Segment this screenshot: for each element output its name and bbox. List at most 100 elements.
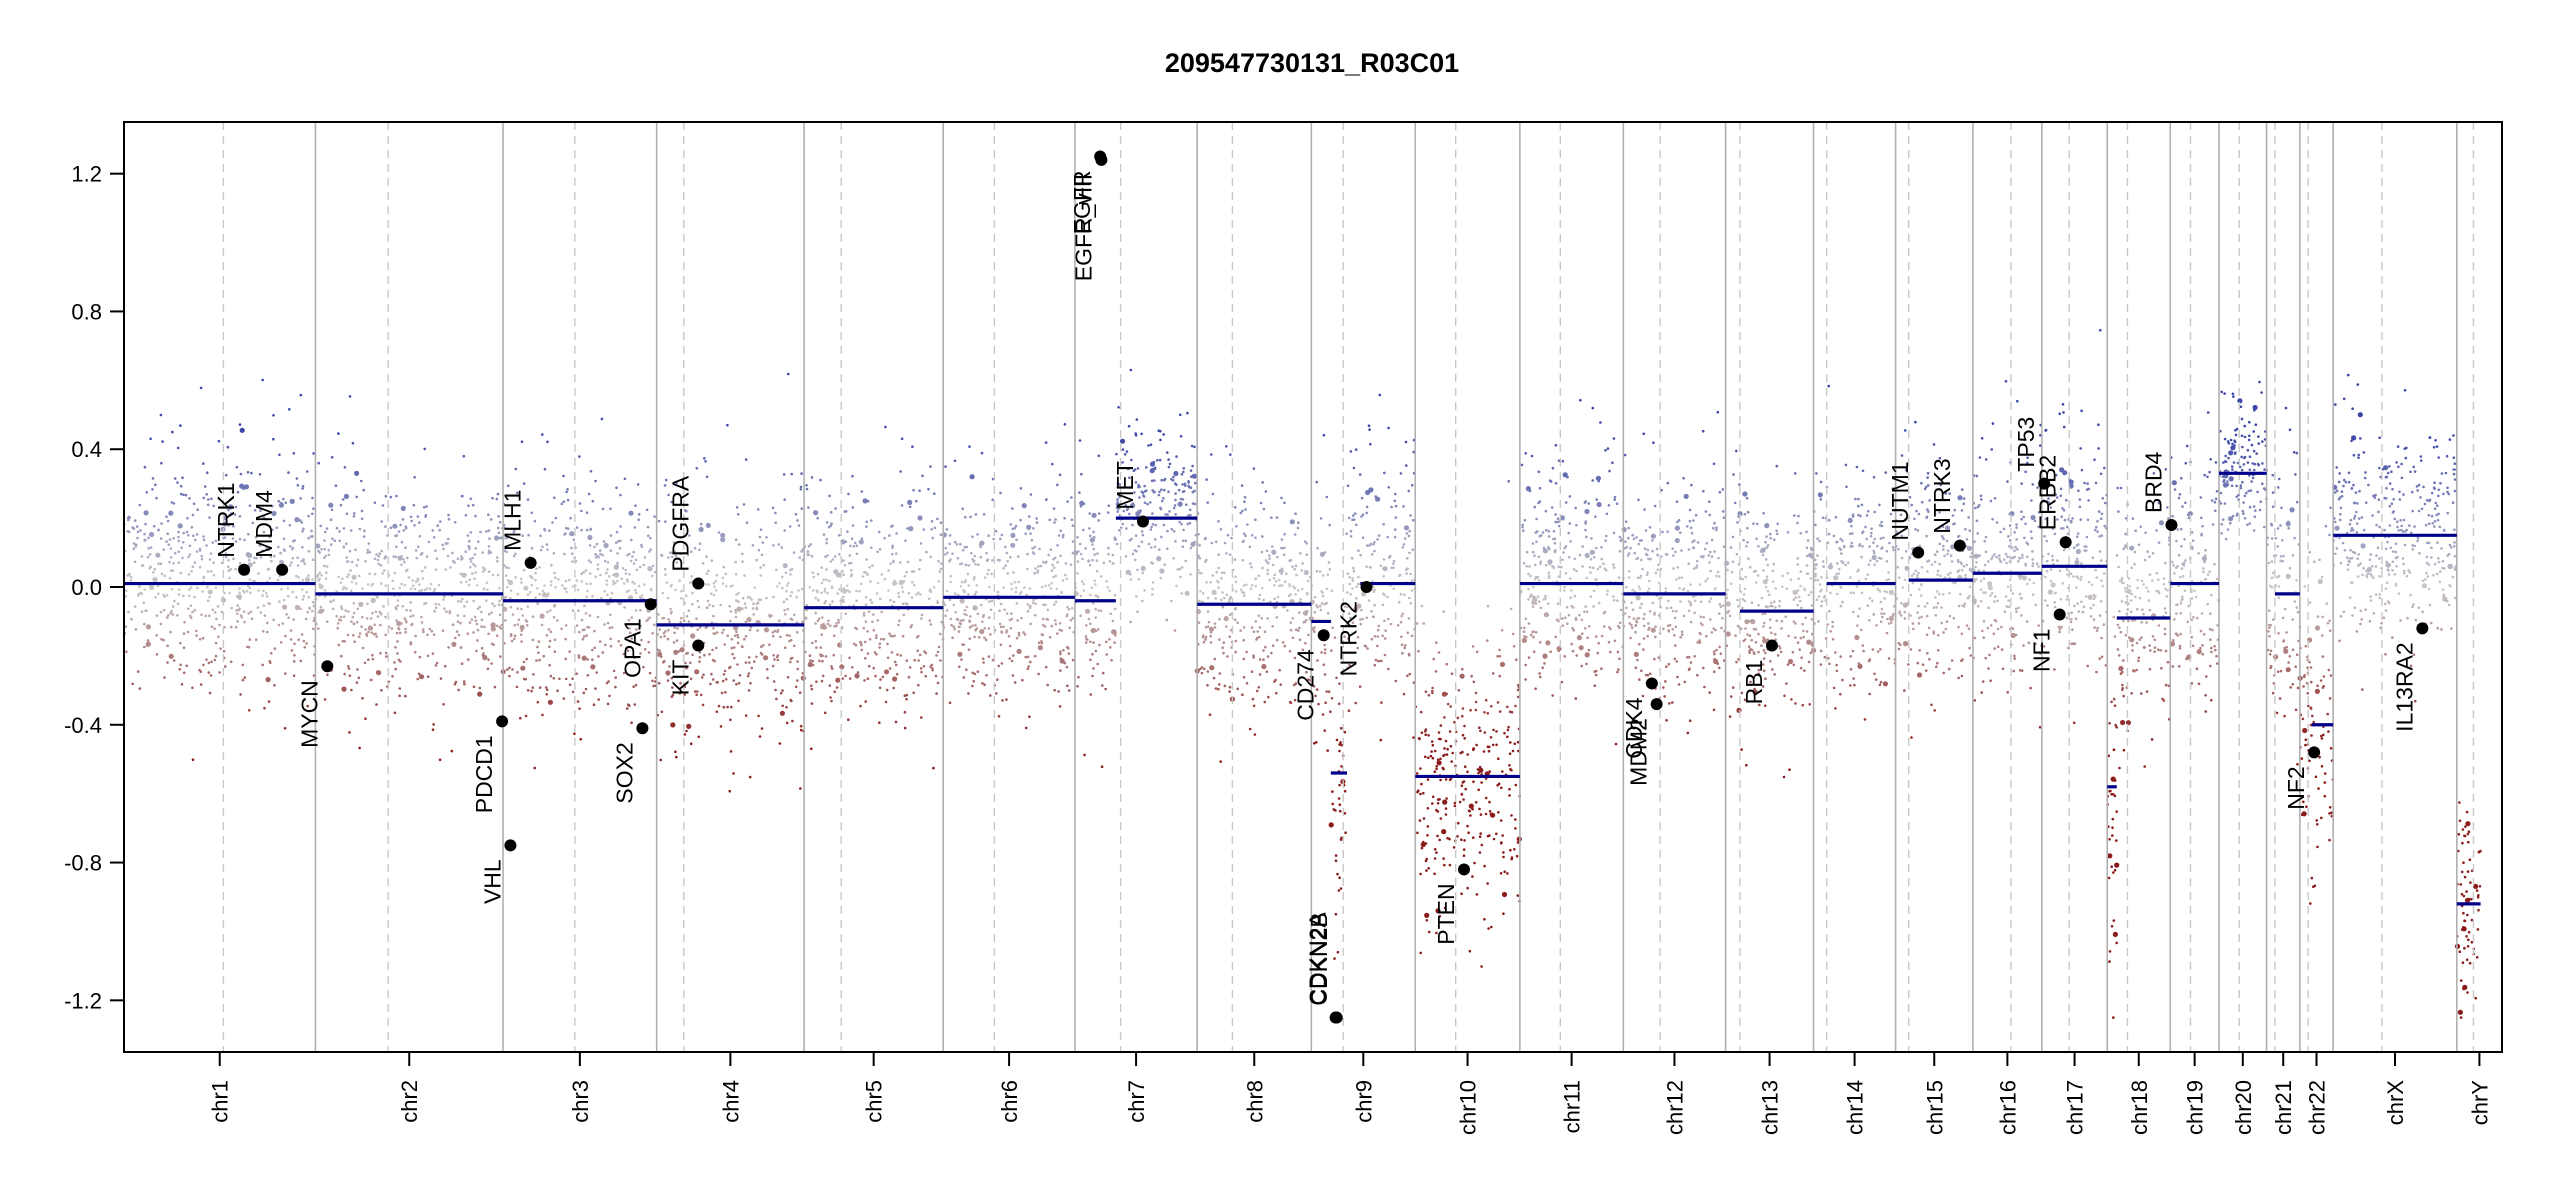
probe-point — [579, 737, 582, 741]
probe-point — [1678, 587, 1681, 590]
probe-point — [535, 567, 538, 571]
probe-point — [794, 512, 798, 516]
probe-point — [1154, 523, 1157, 527]
probe-point — [1113, 538, 1117, 541]
probe-point — [129, 579, 133, 582]
probe-point — [1430, 740, 1434, 743]
probe-point — [318, 583, 322, 586]
probe-point — [679, 621, 682, 624]
probe-point — [1628, 615, 1631, 619]
probe-point — [324, 530, 327, 534]
probe-point — [1085, 609, 1088, 612]
probe-point — [1319, 551, 1325, 558]
probe-point — [648, 616, 651, 619]
probe-point — [1435, 641, 1438, 644]
probe-point — [1288, 650, 1292, 653]
probe-point — [431, 652, 435, 655]
probe-point — [1693, 655, 1696, 658]
probe-point — [1431, 686, 1434, 690]
probe-point — [1351, 587, 1354, 590]
probe-point — [1726, 568, 1729, 572]
probe-point — [236, 620, 239, 623]
probe-point — [918, 567, 921, 571]
probe-point — [249, 610, 253, 614]
probe-point — [176, 446, 180, 450]
probe-point — [908, 505, 912, 509]
probe-point — [561, 584, 564, 587]
probe-point — [236, 612, 239, 616]
probe-point — [799, 485, 803, 489]
probe-point — [188, 544, 192, 548]
probe-point — [711, 648, 714, 652]
probe-point — [130, 576, 133, 579]
probe-point — [168, 576, 172, 580]
probe-point — [589, 582, 592, 586]
probe-point — [182, 493, 185, 497]
probe-point — [1387, 617, 1390, 621]
probe-point — [1000, 662, 1004, 665]
probe-point — [1591, 551, 1594, 554]
probe-point — [759, 566, 762, 569]
probe-point — [797, 524, 801, 527]
probe-point — [835, 572, 842, 578]
probe-point — [1351, 621, 1355, 624]
probe-point — [271, 510, 277, 517]
probe-point — [976, 533, 979, 536]
probe-point — [1578, 613, 1581, 617]
probe-point — [1024, 655, 1027, 659]
probe-point — [755, 655, 758, 659]
probe-point — [1313, 596, 1317, 599]
probe-point — [1349, 616, 1352, 620]
probe-point — [1557, 619, 1560, 623]
probe-point — [413, 476, 416, 479]
probe-point — [999, 602, 1003, 606]
probe-point — [1477, 788, 1480, 792]
probe-point — [1083, 753, 1086, 757]
probe-point — [1392, 559, 1396, 563]
probe-point — [311, 558, 315, 561]
probe-point — [253, 508, 257, 512]
probe-point — [1564, 572, 1568, 575]
probe-point — [200, 554, 203, 558]
probe-point — [1587, 502, 1590, 505]
probe-point — [821, 659, 824, 663]
probe-point — [806, 553, 809, 556]
probe-point — [266, 621, 269, 625]
probe-point — [1301, 562, 1304, 565]
probe-point — [1528, 595, 1532, 599]
probe-point — [1511, 749, 1515, 753]
probe-point — [537, 640, 541, 643]
probe-point — [1036, 569, 1040, 573]
probe-point — [1043, 625, 1047, 628]
probe-point — [1572, 568, 1576, 571]
probe-point — [1615, 502, 1619, 506]
probe-point — [290, 649, 294, 652]
probe-point — [460, 662, 464, 665]
probe-point — [805, 487, 809, 491]
probe-point — [647, 534, 650, 537]
probe-point — [1474, 691, 1478, 695]
probe-point — [1746, 510, 1750, 514]
probe-point — [639, 652, 642, 655]
probe-point — [1674, 537, 1680, 544]
probe-point — [830, 665, 833, 668]
probe-point — [1674, 625, 1678, 629]
probe-point — [1052, 558, 1055, 561]
probe-point — [621, 567, 625, 570]
probe-point — [998, 559, 1001, 562]
probe-point — [1468, 803, 1474, 809]
probe-point — [1054, 574, 1057, 578]
probe-point — [1056, 632, 1059, 635]
probe-point — [719, 603, 722, 607]
probe-point — [1040, 640, 1043, 643]
probe-point — [630, 538, 633, 542]
probe-point — [651, 564, 655, 568]
probe-point — [974, 563, 977, 566]
probe-point — [343, 466, 347, 469]
probe-point — [1408, 529, 1411, 533]
probe-point — [968, 619, 971, 622]
probe-point — [732, 772, 735, 775]
probe-point — [1719, 605, 1723, 608]
probe-point — [866, 573, 869, 576]
probe-point — [1181, 545, 1185, 548]
